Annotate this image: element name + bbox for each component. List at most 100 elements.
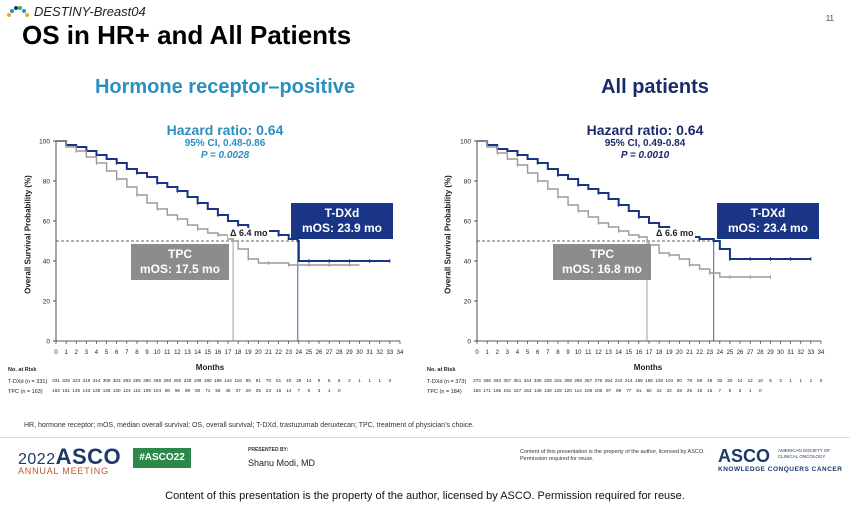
left-x-axis-label: Months xyxy=(195,363,225,372)
x-tick-label: 32 xyxy=(797,350,804,356)
risk-count: 130 xyxy=(113,388,121,393)
tpc-label: TPC xyxy=(168,247,192,261)
x-tick-label: 8 xyxy=(556,350,560,356)
y-tick-label: 40 xyxy=(464,259,472,266)
y-tick-label: 20 xyxy=(43,299,51,306)
x-tick-label: 19 xyxy=(245,350,252,356)
risk-count: 143 xyxy=(83,388,91,393)
x-tick-label: 17 xyxy=(225,350,232,356)
risk-count: 315 xyxy=(554,378,562,383)
left-risk-label-tpc: TPC (n = 163) xyxy=(8,389,43,395)
x-tick-label: 8 xyxy=(135,350,139,356)
t-dxd-label: T-DXd xyxy=(750,206,786,220)
risk-count: 351 xyxy=(514,378,522,383)
y-tick-label: 60 xyxy=(464,219,472,226)
x-tick-label: 29 xyxy=(767,350,774,356)
x-tick-label: 3 xyxy=(506,350,510,356)
risk-count: 29 xyxy=(246,388,252,393)
delta-median-label: Δ 6.4 mo xyxy=(228,228,270,238)
risk-count: 6 xyxy=(328,378,331,383)
risk-count: 146 xyxy=(534,388,542,393)
risk-count: 254 xyxy=(605,378,613,383)
risk-count: 1 xyxy=(810,378,813,383)
risk-count: 171 xyxy=(483,388,491,393)
risk-count: 5 xyxy=(308,388,311,393)
risk-count: 2 xyxy=(348,378,351,383)
risk-count: 268 xyxy=(153,378,161,383)
asco-society-name: AMERICAN SOCIETY OF CLINICAL ONCOLOGY xyxy=(778,448,831,459)
x-tick-label: 16 xyxy=(636,350,643,356)
risk-count: 260 xyxy=(163,378,171,383)
risk-count: 363 xyxy=(493,378,501,383)
x-tick-label: 17 xyxy=(646,350,653,356)
x-tick-label: 13 xyxy=(184,350,191,356)
x-tick-label: 6 xyxy=(536,350,540,356)
annual-meeting-label: ANNUAL MEETING xyxy=(18,466,109,476)
hazard-ratio: Hazard ratio: 0.64 xyxy=(166,122,284,138)
risk-count: 373 xyxy=(473,378,481,383)
x-tick-label: 24 xyxy=(295,350,302,356)
risk-count: 1 xyxy=(799,378,802,383)
risk-count: 80 xyxy=(195,388,201,393)
risk-count: 25 xyxy=(256,388,262,393)
risk-count: 77 xyxy=(626,388,632,393)
risk-count: 214 xyxy=(625,378,633,383)
risk-count: 0 xyxy=(338,388,341,393)
risk-count: 1 xyxy=(749,388,752,393)
risk-count: 0 xyxy=(389,378,392,383)
risk-count: 157 xyxy=(514,388,522,393)
asco-wordmark: ASCO xyxy=(55,444,122,469)
x-tick-label: 10 xyxy=(575,350,582,356)
delta-median-label: Δ 6.6 mo xyxy=(654,228,696,238)
risk-count: 285 xyxy=(133,378,141,383)
tpc-median: mOS: 16.8 mo xyxy=(561,262,643,276)
y-tick-label: 0 xyxy=(467,339,471,346)
risk-count: 8 xyxy=(769,378,772,383)
x-tick-label: 30 xyxy=(777,350,784,356)
risk-count: 5 xyxy=(729,388,732,393)
risk-count: 309 xyxy=(103,378,111,383)
x-tick-label: 28 xyxy=(336,350,343,356)
x-tick-label: 11 xyxy=(164,350,171,356)
risk-count: 1 xyxy=(368,378,371,383)
t-dxd-label: T-DXd xyxy=(324,206,360,220)
x-tick-label: 24 xyxy=(716,350,723,356)
x-tick-label: 5 xyxy=(105,350,109,356)
x-tick-label: 33 xyxy=(808,350,815,356)
risk-count: 23 xyxy=(266,388,272,393)
risk-count: 223 xyxy=(615,378,623,383)
risk-count: 3 xyxy=(739,388,742,393)
x-tick-label: 3 xyxy=(85,350,89,356)
x-tick-label: 21 xyxy=(686,350,693,356)
risk-count: 28 xyxy=(677,388,683,393)
x-tick-label: 25 xyxy=(727,350,734,356)
tpc-survival-curve xyxy=(56,140,360,266)
risk-count: 1 xyxy=(358,378,361,383)
risk-count: 314 xyxy=(93,378,101,383)
risk-count: 3 xyxy=(779,378,782,383)
t-dxd-median-box: T-DXd mOS: 23.4 mo xyxy=(717,203,819,239)
risk-count: 331 xyxy=(52,378,60,383)
risk-count: 10 xyxy=(758,378,764,383)
risk-count: 153 xyxy=(524,388,532,393)
risk-count: 1 xyxy=(789,378,792,383)
t-dxd-survival-curve xyxy=(477,140,811,260)
t-dxd-median: mOS: 23.4 mo xyxy=(727,221,809,235)
risk-count: 135 xyxy=(103,388,111,393)
risk-count: 145 xyxy=(72,388,80,393)
risk-count: 163 xyxy=(52,388,60,393)
risk-count: 90 xyxy=(677,378,683,383)
asco-logo-right: ASCO xyxy=(718,446,771,466)
asco-tagline: KNOWLEDGE CONQUERS CANCER xyxy=(718,466,843,473)
risk-count: 336 xyxy=(534,378,542,383)
risk-count: 40 xyxy=(286,378,292,383)
risk-count: 144 xyxy=(224,378,232,383)
y-tick-label: 80 xyxy=(43,179,51,186)
risk-count: 18 xyxy=(697,388,703,393)
x-tick-label: 5 xyxy=(526,350,530,356)
x-tick-label: 12 xyxy=(174,350,181,356)
right-risk-label-tdxd: T-DXd (n = 373) xyxy=(427,379,467,385)
risk-count: 71 xyxy=(205,388,211,393)
